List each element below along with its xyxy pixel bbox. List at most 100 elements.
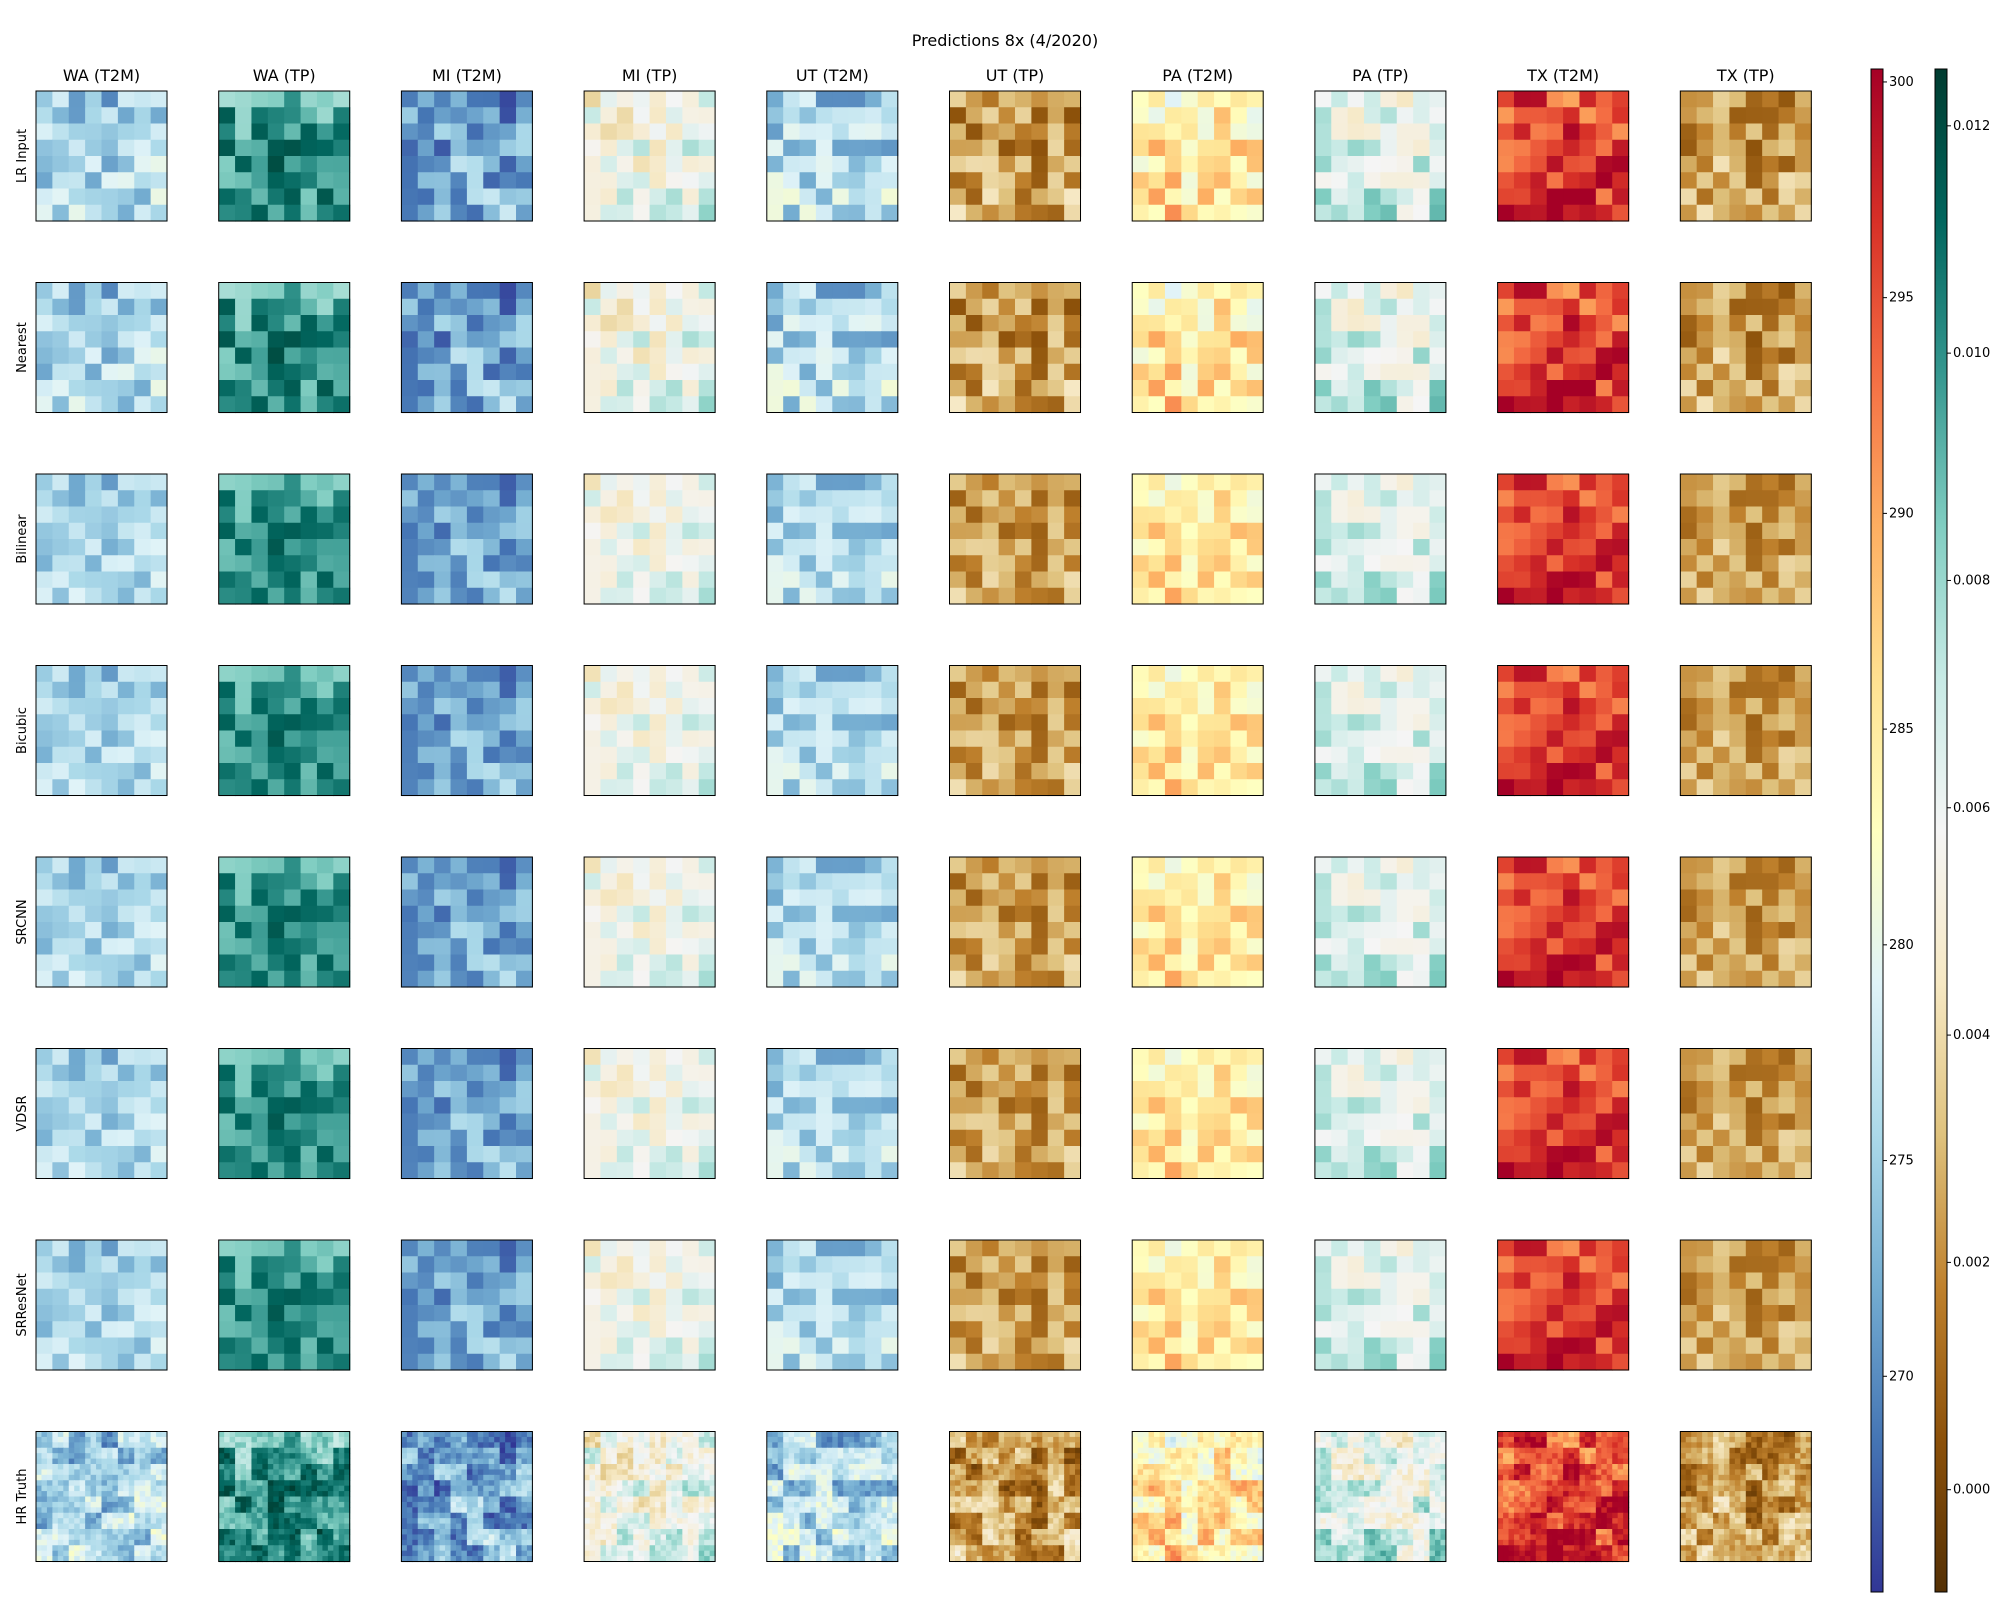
panel-cell: [1164, 1305, 1182, 1322]
panel-cell: [799, 1337, 817, 1355]
panel-cell: [401, 506, 419, 524]
panel-cell: [156, 1501, 163, 1508]
panel-cell: [1314, 954, 1332, 972]
panel-cell: [450, 954, 468, 972]
panel-cell: [1396, 506, 1414, 524]
panel-cell: [1064, 922, 1082, 939]
panel-cell: [1413, 1321, 1431, 1339]
panel-cell: [1347, 698, 1365, 715]
panel-cell: [417, 1097, 435, 1115]
panel-cell: [815, 188, 833, 206]
panel-cell: [150, 665, 168, 683]
panel-cell: [36, 555, 53, 573]
panel-cell: [316, 714, 334, 732]
panel-cell: [1497, 396, 1515, 414]
panel-cell: [1214, 857, 1232, 874]
panel-cell: [1762, 363, 1780, 381]
panel-cell: [1563, 571, 1581, 589]
panel-cell: [1413, 763, 1431, 780]
panel-cell: [483, 905, 501, 923]
panel-cell: [1197, 587, 1215, 605]
panel-cell: [1132, 873, 1150, 891]
panel-cell: [1396, 474, 1414, 491]
panel-cell: [1132, 938, 1150, 956]
panel-frame: [1131, 1239, 1264, 1371]
panel-cell: [156, 1431, 163, 1438]
panel-cell: [1064, 156, 1082, 173]
panel-cell: [766, 779, 784, 797]
panel-cell: [881, 1337, 899, 1355]
panel-cell: [1595, 1097, 1613, 1115]
panel-cell: [881, 1129, 899, 1147]
panel-cell: [63, 1436, 70, 1443]
panel-cell: [284, 91, 302, 108]
panel-cell: [150, 363, 168, 381]
panel-cell: [982, 204, 1000, 222]
panel-cell: [949, 188, 967, 206]
panel-cell: [1197, 363, 1215, 381]
panel-cell: [1314, 522, 1332, 540]
panel-cell: [150, 380, 168, 397]
panel-cell: [1064, 587, 1082, 605]
panel-cell: [865, 380, 883, 397]
panel-cell: [584, 1337, 602, 1355]
panel-cell: [267, 1081, 285, 1098]
panel-cell: [499, 1162, 517, 1180]
panel-cell: [1530, 1240, 1548, 1257]
panel-cell: [52, 1240, 70, 1257]
panel-cell: [434, 730, 452, 748]
panel-cell: [1497, 1146, 1515, 1163]
panel-cell: [1148, 763, 1166, 780]
panel-cell: [235, 1162, 253, 1180]
panel-cell: [1579, 172, 1597, 190]
panel-cell: [1429, 1337, 1447, 1355]
panel-cell: [832, 1064, 850, 1082]
panel-cell: [235, 282, 253, 300]
panel-cell: [284, 922, 302, 939]
panel-cell: [1214, 714, 1232, 732]
panel-cell: [949, 172, 967, 190]
panel-cell: [1530, 506, 1548, 524]
panel-cell: [333, 188, 351, 206]
panel-cell: [1015, 363, 1032, 381]
panel-cell: [965, 188, 983, 206]
panel-cell: [52, 123, 70, 141]
panel-cell: [434, 1097, 452, 1115]
panel-cell: [865, 1353, 883, 1371]
panel-cell: [333, 1113, 351, 1131]
panel-cell: [466, 730, 484, 748]
panel-cell: [1546, 91, 1564, 108]
panel-cell: [584, 1113, 602, 1131]
panel-cell: [1680, 139, 1698, 157]
panel-cell: [1745, 665, 1763, 683]
panel-cell: [982, 1081, 1000, 1098]
panel-srresnet-tx-tp: [1679, 1239, 1812, 1371]
panel-cell: [1745, 889, 1763, 907]
panel-cell: [616, 1129, 634, 1147]
panel-cell: [665, 905, 683, 923]
panel-cell: [1696, 1321, 1714, 1339]
panel-cell: [1513, 298, 1531, 316]
panel-cell: [1513, 1240, 1531, 1257]
panel-cell: [1595, 188, 1613, 206]
panel-cell: [68, 1485, 75, 1492]
panel-cell: [1015, 1337, 1032, 1355]
panel-cell: [766, 474, 784, 491]
panel-cell: [68, 1129, 86, 1147]
panel-cell: [982, 763, 1000, 780]
panel-cell: [1745, 763, 1763, 780]
panel-cell: [1364, 873, 1381, 891]
panel-cell: [101, 315, 119, 332]
panel-cell: [965, 698, 983, 715]
panel-cell: [1197, 698, 1215, 715]
panel-cell: [74, 1464, 81, 1471]
panel-cell: [799, 665, 817, 683]
panel-cell: [284, 1272, 302, 1290]
panel-cell: [267, 938, 285, 956]
panel-cell: [1794, 889, 1812, 907]
panel-cell: [161, 1496, 168, 1503]
panel-cell: [982, 922, 1000, 939]
panel-cell: [139, 1458, 146, 1465]
panel-cell: [1347, 763, 1365, 780]
panel-cell: [117, 1431, 124, 1438]
